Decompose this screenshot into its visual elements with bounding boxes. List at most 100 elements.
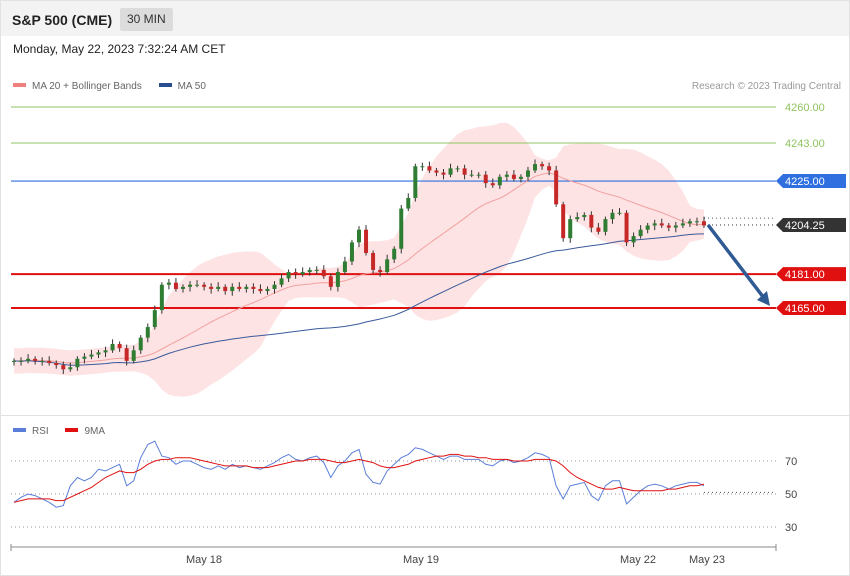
- candle-body: [216, 286, 221, 289]
- candle-body: [349, 242, 354, 262]
- legend-swatch-ma20: [13, 83, 26, 88]
- candle-body: [96, 352, 101, 355]
- candle-body: [364, 229, 369, 253]
- candle-body: [223, 286, 228, 292]
- candle-body: [131, 350, 136, 361]
- projection-arrow-shaft: [706, 223, 766, 300]
- candle-body: [145, 327, 150, 338]
- candle-body: [188, 284, 193, 287]
- candle-body: [469, 174, 474, 176]
- candle-body: [694, 221, 699, 223]
- candle-body: [483, 174, 488, 184]
- rsi-series-rsi: [13, 440, 705, 508]
- candle-body: [314, 269, 319, 271]
- candle-body: [504, 174, 509, 177]
- candle-body: [680, 223, 685, 226]
- candle-body: [328, 276, 333, 287]
- candle-body: [54, 363, 59, 366]
- rsi-tick-label: 50: [785, 489, 797, 501]
- legend-item-rsi: RSI: [13, 426, 49, 437]
- candle-body: [89, 354, 94, 357]
- timeframe-badge[interactable]: 30 MIN: [120, 8, 173, 31]
- candle-body: [525, 170, 530, 177]
- x-tick-label: May 18: [186, 554, 222, 566]
- legend-label-9ma: 9MA: [84, 426, 106, 437]
- candle-body: [603, 219, 608, 232]
- candle-body: [68, 367, 73, 370]
- candle-body: [371, 252, 376, 270]
- legend-label-rsi: RSI: [32, 426, 49, 437]
- candle-body: [617, 212, 622, 214]
- candle-body: [159, 284, 164, 311]
- candle-body: [518, 176, 523, 179]
- candle-body: [413, 166, 418, 198]
- candle-body: [33, 358, 38, 361]
- candle-body: [441, 172, 446, 175]
- candle-body: [399, 208, 404, 249]
- candle-body: [209, 286, 214, 289]
- candle-body: [82, 356, 87, 359]
- projection-arrow-head: [757, 291, 770, 306]
- candle-body: [702, 221, 706, 226]
- candle-body: [321, 269, 326, 277]
- candle-body: [47, 360, 52, 364]
- candle-body: [420, 166, 425, 168]
- candle-body: [645, 225, 650, 230]
- legend-swatch-ma50: [158, 83, 172, 88]
- instrument-title: S&P 500 (CME): [12, 12, 113, 28]
- price-legend: MA 20 + Bollinger Bands MA 50: [13, 81, 220, 92]
- candle-body: [434, 170, 439, 173]
- candle-body: [110, 343, 115, 351]
- candle-body: [293, 272, 298, 275]
- candle-body: [12, 360, 16, 362]
- candle-body: [476, 174, 481, 176]
- candle-body: [610, 212, 615, 220]
- candle-body: [61, 365, 66, 370]
- candle-body: [286, 272, 291, 279]
- candle-body: [258, 288, 263, 292]
- candle-body: [265, 288, 270, 292]
- x-tick-label: May 23: [689, 554, 725, 566]
- legend-swatch-rsi: [13, 428, 26, 433]
- candle-body: [533, 164, 538, 171]
- candle-body: [180, 286, 185, 289]
- candle-body: [40, 360, 45, 362]
- candle-body: [230, 286, 235, 292]
- candle-body: [166, 282, 171, 285]
- candle-body: [272, 284, 277, 289]
- candle-body: [173, 282, 178, 289]
- level-label-4181-00: 4181.00: [785, 269, 825, 281]
- candle-body: [279, 278, 284, 285]
- candle-body: [666, 225, 671, 228]
- candle-body: [26, 358, 31, 361]
- candle-body: [152, 310, 157, 328]
- candles-group: [12, 159, 706, 375]
- rsi-legend: RSI 9MA: [13, 426, 119, 437]
- candle-body: [596, 227, 601, 232]
- candle-body: [638, 229, 643, 237]
- candle-body: [448, 168, 453, 175]
- level-label-4243-00: 4243.00: [785, 138, 825, 150]
- candle-body: [624, 212, 629, 243]
- candle-body: [490, 183, 495, 186]
- ma20-line: [14, 172, 705, 364]
- candle-body: [462, 168, 467, 175]
- legend-item-9ma: 9MA: [65, 426, 105, 437]
- candle-body: [687, 221, 692, 224]
- level-tag-4204-25: [776, 217, 846, 232]
- candle-body: [392, 248, 397, 260]
- ma50-line: [13, 233, 705, 366]
- candle-body: [103, 350, 108, 353]
- candle-body: [659, 223, 664, 226]
- candle-body: [237, 286, 242, 289]
- candle-body: [511, 174, 516, 179]
- candle-body: [575, 217, 580, 220]
- legend-swatch-9ma: [65, 428, 79, 433]
- candle-body: [202, 284, 207, 287]
- candle-body: [568, 219, 573, 239]
- candle-body: [244, 286, 249, 289]
- candle-body: [547, 166, 552, 171]
- candle-body: [582, 214, 587, 218]
- candle-body: [385, 259, 390, 273]
